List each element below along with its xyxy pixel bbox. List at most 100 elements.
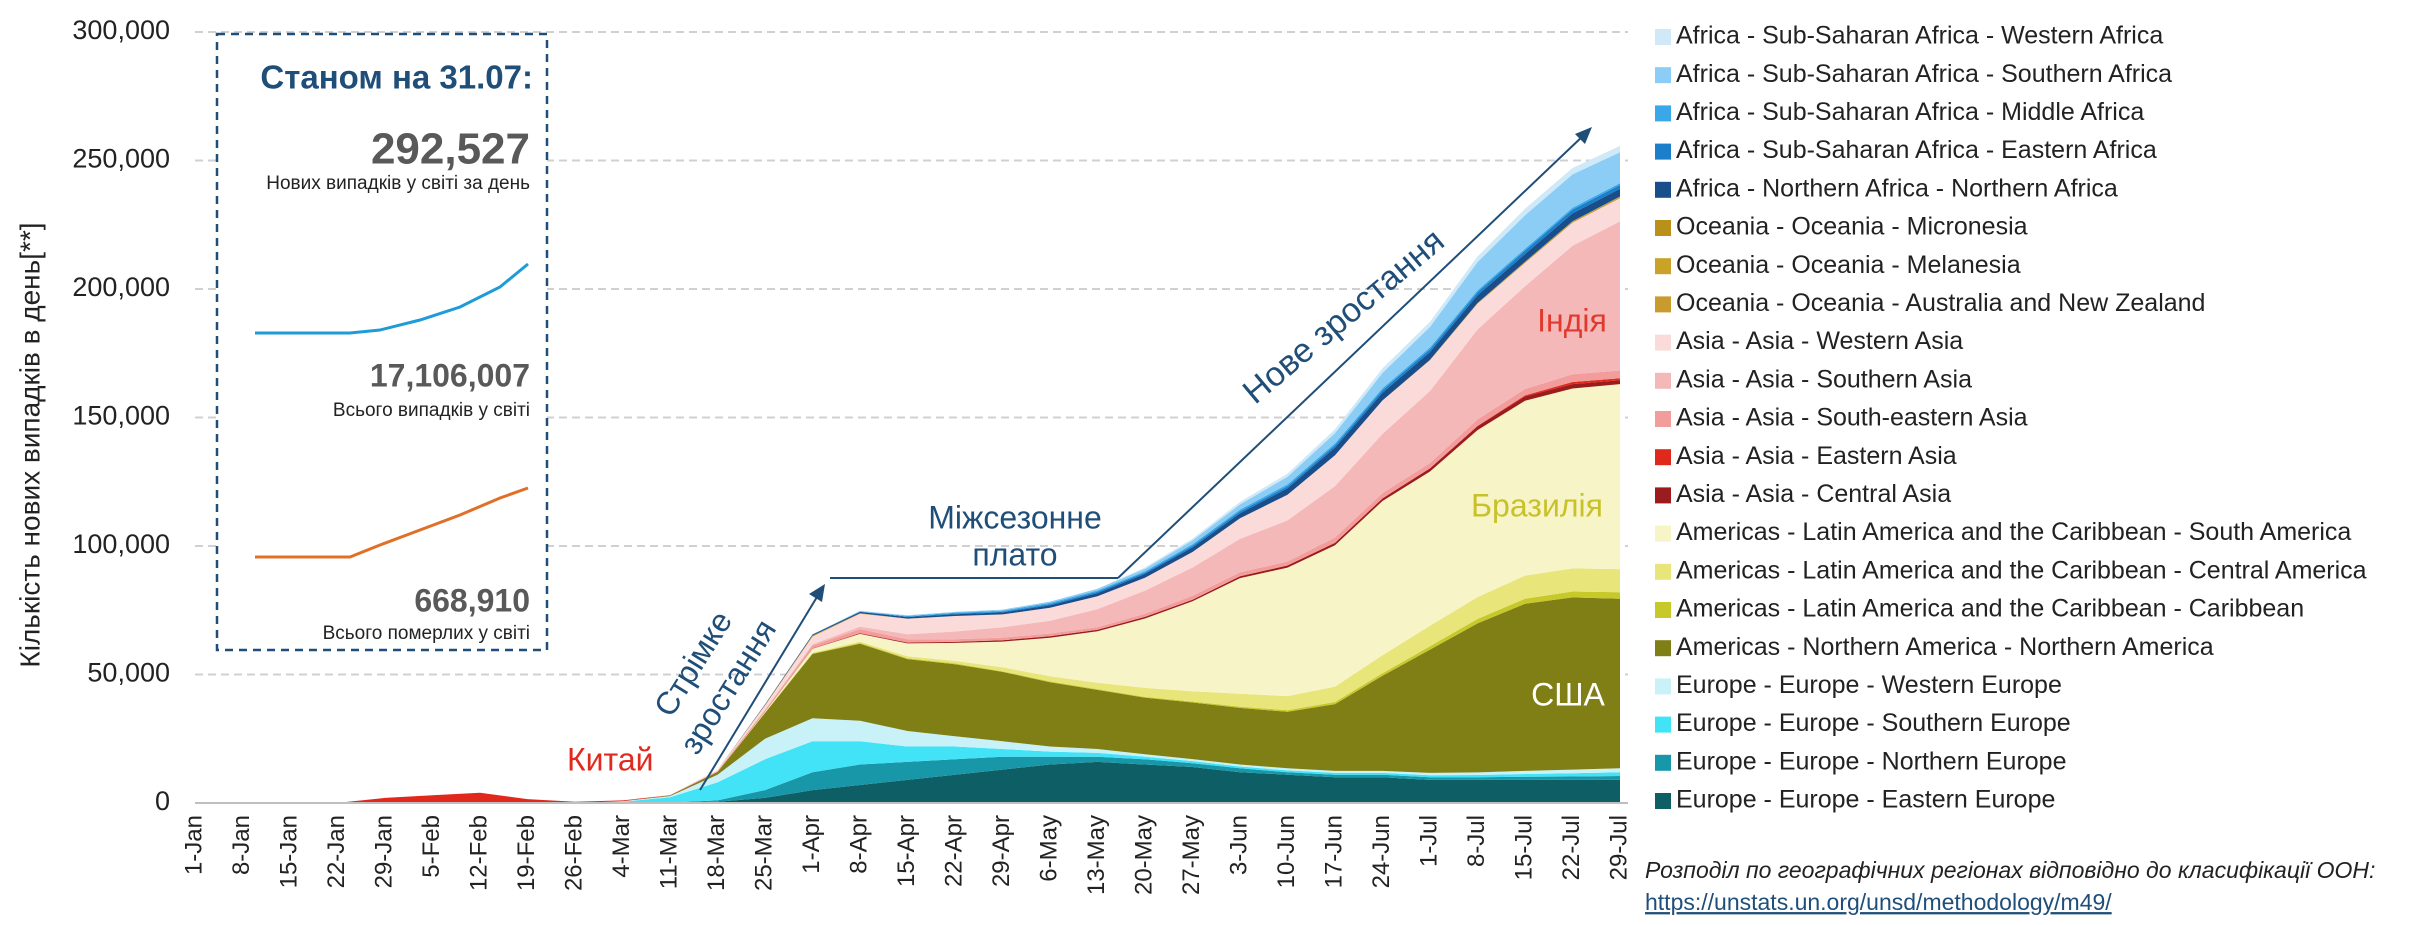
x-tick-label: 15-Jul — [1510, 815, 1537, 880]
legend-swatch — [1655, 296, 1671, 313]
legend-swatch — [1655, 411, 1671, 427]
legend-label: Asia - Asia - Western Asia — [1676, 327, 1963, 355]
x-tick-label: 4-Mar — [608, 815, 635, 878]
inset-deaths-label: Всього померлих у світі — [323, 623, 530, 644]
inset-deaths: 668,910 — [414, 582, 530, 618]
inset-deaths-line — [255, 486, 529, 559]
x-tick-label: 13-May — [1083, 815, 1110, 895]
x-tick-label: 12-Feb — [465, 815, 492, 891]
arrow — [699, 591, 821, 791]
footnote: Розподіл по географічних регіонах відпов… — [1645, 857, 2375, 883]
x-tick-label: 15-Apr — [893, 815, 920, 887]
legend-swatch — [1655, 793, 1671, 809]
legend-swatch — [1655, 678, 1671, 695]
legend-label: Africa - Sub-Saharan Africa - Western Af… — [1676, 22, 2163, 50]
annotation-china: Китай — [567, 741, 653, 777]
x-tick-label: 6-May — [1035, 815, 1062, 882]
legend-swatch — [1655, 449, 1671, 466]
legend-swatch — [1655, 220, 1671, 236]
legend-swatch — [1655, 487, 1671, 504]
inset-box — [215, 32, 549, 652]
legend-label: Africa - Sub-Saharan Africa - Middle Afr… — [1676, 98, 2144, 126]
x-tick-label: 8-Jul — [1463, 815, 1490, 867]
legend-swatch — [1655, 67, 1671, 84]
y-axis-label: Кількість нових випадків в день[**] — [14, 222, 45, 667]
legend-label: Asia - Asia - Eastern Asia — [1676, 442, 1957, 470]
arrow-head — [809, 584, 825, 602]
x-tick-label: 3-Jun — [1225, 815, 1252, 875]
y-tick-label: 300,000 — [72, 15, 170, 45]
legend-label: Africa - Sub-Saharan Africa - Southern A… — [1676, 60, 2172, 88]
legend-label: Europe - Europe - Southern Europe — [1676, 709, 2071, 737]
legend-label: Asia - Asia - Southern Asia — [1676, 365, 1972, 393]
legend-label: Africa - Sub-Saharan Africa - Eastern Af… — [1676, 136, 2157, 164]
x-tick-label: 8-Jan — [228, 815, 255, 875]
area — [195, 741, 1620, 803]
areas — [195, 31, 1628, 804]
y-tick-label: 250,000 — [72, 144, 170, 174]
legend-label: Africa - Northern Africa - Northern Afri… — [1676, 174, 2118, 202]
x-tick-label: 27-May — [1178, 815, 1205, 895]
inset-total-label: Всього випадків у світі — [333, 400, 530, 421]
x-tick-label: 18-Mar — [703, 815, 730, 891]
area — [195, 384, 1620, 803]
inset-title: Станом на 31.07: — [260, 59, 533, 96]
legend-swatch — [1655, 334, 1671, 351]
x-tick-label: 1-Jan — [180, 815, 207, 875]
y-tick-label: 0 — [155, 786, 170, 816]
x-tick-label: 29-Jul — [1605, 815, 1632, 880]
annotation-india: Індія — [1537, 302, 1607, 338]
legend-label: Americas - Latin America and the Caribbe… — [1676, 556, 2367, 584]
legend-label: Asia - Asia - South-eastern Asia — [1676, 404, 2028, 432]
x-tick-label: 11-Mar — [655, 815, 682, 889]
legend-label: Americas - Latin America and the Caribbe… — [1676, 595, 2304, 623]
legend-swatch — [1655, 640, 1671, 657]
x-tick-label: 5-Feb — [418, 815, 445, 878]
legend-swatch — [1655, 258, 1671, 275]
y-tick-label: 50,000 — [87, 658, 170, 688]
x-tick-label: 29-Jan — [370, 815, 397, 888]
x-tick-label: 19-Feb — [513, 815, 540, 891]
legend-label: Oceania - Oceania - Micronesia — [1676, 213, 2028, 241]
legend-swatch — [1655, 181, 1671, 198]
legend-label: Americas - Latin America and the Caribbe… — [1676, 518, 2351, 546]
area — [195, 756, 1620, 803]
legend-label: Americas - Northern America - Northern A… — [1676, 633, 2214, 661]
annotation-usa: США — [1531, 676, 1605, 712]
legend-swatch — [1655, 143, 1671, 160]
inset-daily-label: Нових випадків у світі за день — [266, 173, 530, 194]
legend-label: Europe - Europe - Eastern Europe — [1676, 786, 2055, 814]
legend-swatch — [1655, 29, 1671, 45]
area — [195, 597, 1620, 803]
footnote-link[interactable]: https://unstats.un.org/unsd/methodology/… — [1645, 889, 2112, 915]
x-tick-label: 10-Jun — [1273, 815, 1300, 888]
x-tick-label: 22-Jul — [1558, 815, 1585, 880]
legend-swatch — [1655, 754, 1671, 771]
y-tick-label: 100,000 — [72, 529, 170, 559]
x-tick-label: 25-Mar — [750, 815, 777, 891]
inset-total: 17,106,007 — [370, 357, 530, 393]
legend-swatch — [1655, 716, 1671, 733]
x-tick-label: 1-Jul — [1415, 815, 1442, 867]
legend-label: Europe - Europe - Northern Europe — [1676, 747, 2067, 775]
x-tick-label: 1-Apr — [798, 815, 825, 874]
x-tick-label: 17-Jun — [1320, 815, 1347, 888]
inset-daily: 292,527 — [371, 125, 530, 174]
area — [195, 761, 1620, 803]
inset-cases-line — [255, 262, 529, 335]
area — [195, 718, 1620, 803]
legend-swatch — [1655, 525, 1671, 542]
x-tick-label: 29-Apr — [988, 815, 1015, 887]
x-tick-label: 15-Jan — [275, 815, 302, 888]
x-tick-label: 26-Feb — [560, 815, 587, 891]
area — [195, 221, 1620, 803]
annotation-brazil: Бразилія — [1471, 487, 1603, 523]
arrow — [1117, 133, 1586, 579]
x-tick-label: 20-May — [1130, 815, 1157, 895]
x-tick-label: 24-Jun — [1368, 815, 1395, 888]
x-tick-label: 8-Apr — [845, 815, 872, 874]
y-tick-label: 150,000 — [72, 401, 170, 431]
legend-label: Oceania - Oceania - Melanesia — [1676, 251, 2021, 279]
x-tick-label: 22-Apr — [940, 815, 967, 887]
